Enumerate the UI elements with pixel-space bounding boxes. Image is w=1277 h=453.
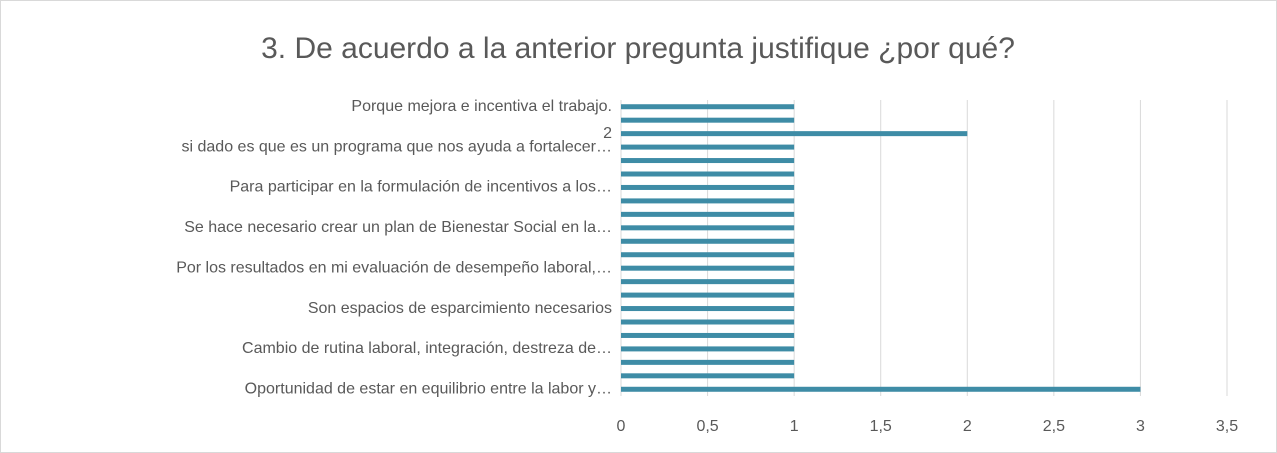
bar <box>621 359 795 365</box>
bar <box>621 184 795 190</box>
bar <box>621 346 795 352</box>
x-tick-label: 0,5 <box>696 418 718 435</box>
bar <box>621 306 795 312</box>
chart-title: 3. De acuerdo a la anterior pregunta jus… <box>261 32 1015 65</box>
bar <box>621 238 795 244</box>
y-tick-label: Son espacios de esparcimiento necesarios <box>308 300 612 317</box>
y-tick-label: Por los resultados en mi evaluación de d… <box>176 259 612 276</box>
bar <box>621 104 795 110</box>
bar <box>621 211 795 217</box>
bar <box>621 279 795 285</box>
bar <box>621 144 795 150</box>
x-tick-label: 1,5 <box>870 418 892 435</box>
x-tick-label: 2,5 <box>1043 418 1065 435</box>
bar <box>621 171 795 177</box>
bar <box>621 332 795 338</box>
bar <box>621 225 795 231</box>
bar <box>621 373 795 379</box>
x-tick-label: 3 <box>1136 418 1145 435</box>
x-tick-label: 0 <box>617 418 626 435</box>
y-tick-label: Cambio de rutina laboral, integración, d… <box>242 340 612 357</box>
bar <box>621 252 795 258</box>
x-tick-label: 3,5 <box>1216 418 1238 435</box>
y-tick-label: Porque mejora e incentiva el trabajo. <box>351 98 612 115</box>
x-tick-label: 2 <box>963 418 972 435</box>
bar <box>621 319 795 325</box>
y-tick-label: si dado es que es un programa que nos ay… <box>182 138 613 155</box>
bar <box>621 265 795 271</box>
bar <box>621 292 795 298</box>
y-tick-label: 2 <box>603 125 612 142</box>
bar <box>621 131 968 137</box>
bar <box>621 386 1141 392</box>
y-tick-label: Para participar en la formulación de inc… <box>230 179 612 196</box>
y-tick-label: Oportunidad de estar en equilibrio entre… <box>245 380 612 397</box>
bar <box>621 198 795 204</box>
bar <box>621 158 795 164</box>
x-tick-label: 1 <box>790 418 799 435</box>
y-tick-label: Se hace necesario crear un plan de Biene… <box>184 219 612 236</box>
bar <box>621 117 795 123</box>
